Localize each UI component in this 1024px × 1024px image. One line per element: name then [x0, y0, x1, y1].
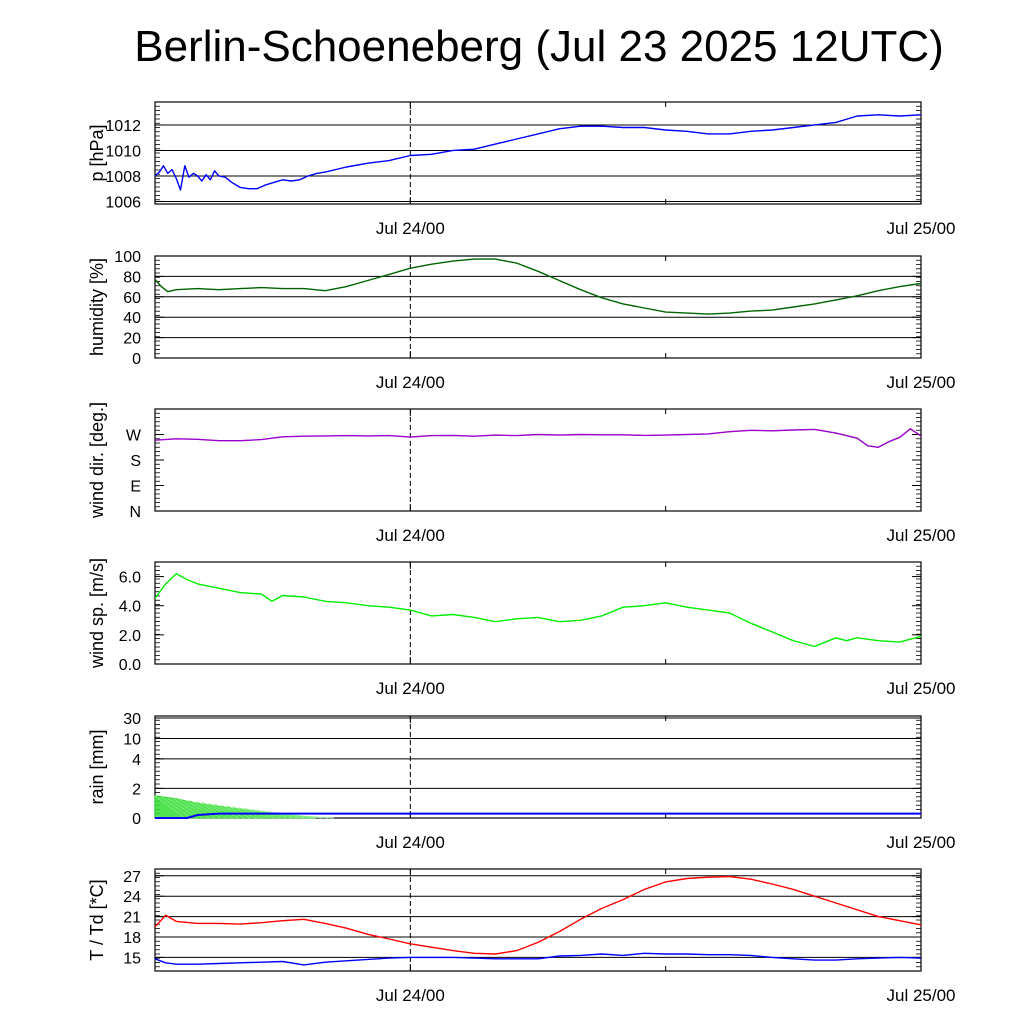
plot-frame: [154, 715, 922, 819]
rain-hatch: [160, 796, 192, 819]
plot-frame: [154, 868, 922, 972]
series-line: [154, 573, 922, 648]
x-tick-label: Jul 25/00: [887, 219, 956, 238]
y-tick-label: 0: [132, 351, 141, 368]
y-tick-label: 1008: [105, 169, 141, 186]
y-tick-label: 30: [123, 711, 141, 728]
rain-hatch: [196, 801, 227, 819]
plot-frame: [154, 408, 922, 512]
x-tick-label: Jul 25/00: [887, 373, 956, 392]
y-axis-label: rain [mm]: [87, 729, 107, 804]
y-tick-label: 21: [123, 910, 141, 927]
x-tick-label: Jul 24/00: [376, 986, 445, 1005]
y-tick-label: 15: [123, 950, 141, 967]
panel-humidity: 0 20 40 60 80 100 humidity [%] Jul 24/00 Jul 25/…: [87, 249, 956, 392]
rain-hatch: [190, 800, 221, 819]
panel-wind_speed: 0.0 2.0 4.0 6.0 wind sp. [m/s] Jul 24/00 Jul 2…: [87, 558, 956, 698]
y-tick-label: 18: [123, 930, 141, 947]
y-tick-label: 20: [123, 331, 141, 348]
x-tick-label: Jul 25/00: [887, 679, 956, 698]
y-tick-label: 0.0: [119, 657, 141, 674]
rain-hatch: [154, 795, 186, 819]
plot-frame: [154, 101, 922, 205]
y-tick-label: 27: [123, 869, 141, 886]
y-tick-label: 40: [123, 310, 141, 327]
y-tick-label: 0: [132, 811, 141, 828]
rain-hatch: [303, 816, 334, 819]
chart-title: Berlin-Schoeneberg (Jul 23 2025 12UTC): [134, 22, 944, 71]
plot-frame: [154, 561, 922, 665]
rain-hatch: [214, 803, 245, 819]
y-tick-label: 10: [123, 731, 141, 748]
rain-hatch: [166, 797, 198, 819]
series-line: [155, 812, 921, 819]
rain-hatch: [208, 802, 239, 819]
rain-hatch: [226, 805, 257, 819]
y-tick-label: 6.0: [119, 570, 141, 587]
x-tick-label: Jul 25/00: [887, 833, 956, 852]
x-tick-label: Jul 24/00: [376, 679, 445, 698]
y-axis-label: humidity [%]: [87, 258, 107, 356]
y-axis-label: T / Td [*C]: [87, 879, 107, 960]
y-tick-label: 1006: [105, 194, 141, 211]
y-tick-label: 2.0: [119, 628, 141, 645]
panel-rain: 0 2 4 10 30 rain [mm] Jul 24/00 Jul 25/00: [87, 711, 956, 852]
y-tick-label: 4.0: [119, 599, 141, 616]
y-tick-label: 1012: [105, 118, 141, 135]
y-tick-label: 100: [114, 249, 141, 266]
x-tick-label: Jul 25/00: [887, 526, 956, 545]
y-tick-label: 80: [123, 269, 141, 286]
y-tick-label: S: [130, 453, 141, 470]
y-tick-label: W: [126, 428, 142, 445]
series-line: [154, 114, 922, 191]
rain-hatch: [220, 804, 251, 819]
rain-hatch: [202, 802, 233, 819]
rain-hatch: [232, 806, 263, 819]
series-line: [154, 258, 922, 315]
y-axis-label: wind sp. [m/s]: [87, 558, 107, 669]
y-tick-label: 60: [123, 290, 141, 307]
y-tick-label: 2: [132, 781, 141, 798]
y-tick-label: 4: [132, 752, 141, 769]
x-tick-label: Jul 24/00: [376, 373, 445, 392]
x-tick-label: Jul 24/00: [376, 219, 445, 238]
series-line: [154, 952, 922, 966]
y-tick-label: 1010: [105, 143, 141, 160]
y-tick-label: 24: [123, 889, 141, 906]
y-tick-label: E: [130, 479, 141, 496]
y-axis-label: p [hPa]: [87, 124, 107, 181]
panel-temperature: 15 18 21 24 27 T / Td [*C] Jul 24/00 Jul 25/00: [87, 868, 956, 1005]
series-line: [154, 875, 922, 955]
x-tick-label: Jul 24/00: [376, 526, 445, 545]
x-tick-label: Jul 25/00: [887, 986, 956, 1005]
series-line: [154, 428, 922, 448]
x-tick-label: Jul 24/00: [376, 833, 445, 852]
y-axis-label: wind dir. [deg.]: [87, 402, 107, 519]
y-tick-label: N: [129, 504, 141, 521]
